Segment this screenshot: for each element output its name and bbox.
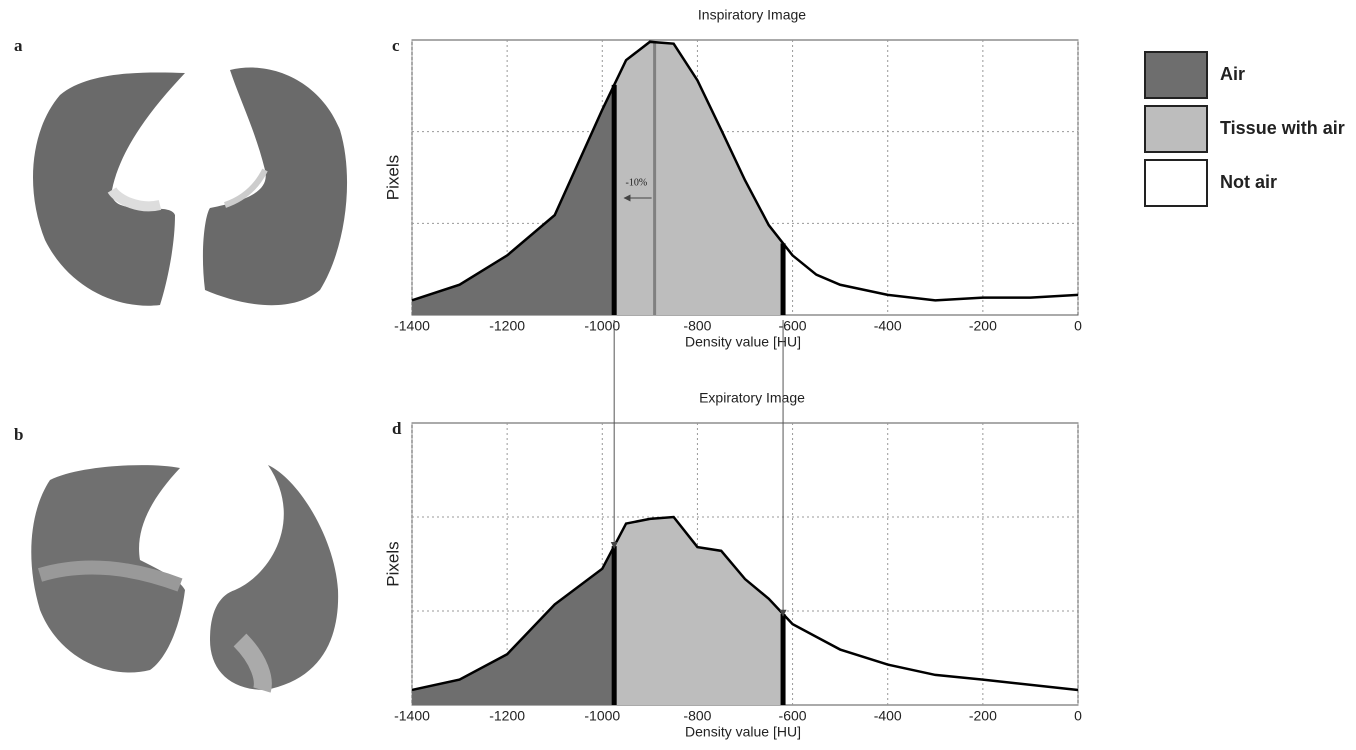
panel-label: a <box>14 36 23 55</box>
density-line <box>411 515 1079 692</box>
x-tick-label: -1200 <box>489 318 525 334</box>
x-tick-label: -200 <box>969 708 997 724</box>
chart-title: Inspiratory Image <box>698 7 806 23</box>
x-tick-label: -200 <box>969 318 997 334</box>
x-tick-label: 0 <box>1074 708 1082 724</box>
chart-title: Expiratory Image <box>699 390 805 406</box>
x-tick-label: -400 <box>874 318 902 334</box>
x-axis-label: Density value [HU] <box>685 724 801 740</box>
x-tick-label: -1400 <box>394 708 430 724</box>
tissue-area <box>614 517 784 705</box>
tissue-area <box>614 41 784 315</box>
y-axis-label: Pixels <box>383 155 402 200</box>
x-axis-label: Density value [HU] <box>685 334 801 350</box>
x-tick-label: -1000 <box>584 318 620 334</box>
x-tick-label: -400 <box>874 708 902 724</box>
x-tick-label: -800 <box>683 318 711 334</box>
x-tick-label: -1200 <box>489 708 525 724</box>
panel-label: c <box>392 36 400 55</box>
legend-swatch <box>1144 51 1208 99</box>
air-area <box>412 546 615 705</box>
x-tick-label: -600 <box>779 708 807 724</box>
lung-image-b <box>31 465 339 693</box>
legend-label: Air <box>1220 64 1245 84</box>
x-tick-label: -1000 <box>584 708 620 724</box>
density-line <box>411 40 1079 302</box>
legend-swatch <box>1144 105 1208 153</box>
legend-label: Tissue with air <box>1220 118 1345 138</box>
legend-label: Not air <box>1220 172 1277 192</box>
x-tick-label: -800 <box>683 708 711 724</box>
annotation: -10% <box>626 177 648 188</box>
x-tick-label: -1400 <box>394 318 430 334</box>
panel-label: d <box>392 419 402 438</box>
legend: Air Tissue with air Not air <box>1144 51 1345 207</box>
y-axis-label: Pixels <box>383 541 402 586</box>
air-area <box>412 84 615 315</box>
x-tick-label: -600 <box>779 318 807 334</box>
panel-label: b <box>14 425 23 444</box>
x-tick-label: 0 <box>1074 318 1082 334</box>
legend-swatch <box>1144 159 1208 207</box>
lung-image-a <box>33 67 348 306</box>
charts: -1400 -1200 -1000 -800 -600 -400 -200 0 -10% Insp… <box>383 7 1082 740</box>
